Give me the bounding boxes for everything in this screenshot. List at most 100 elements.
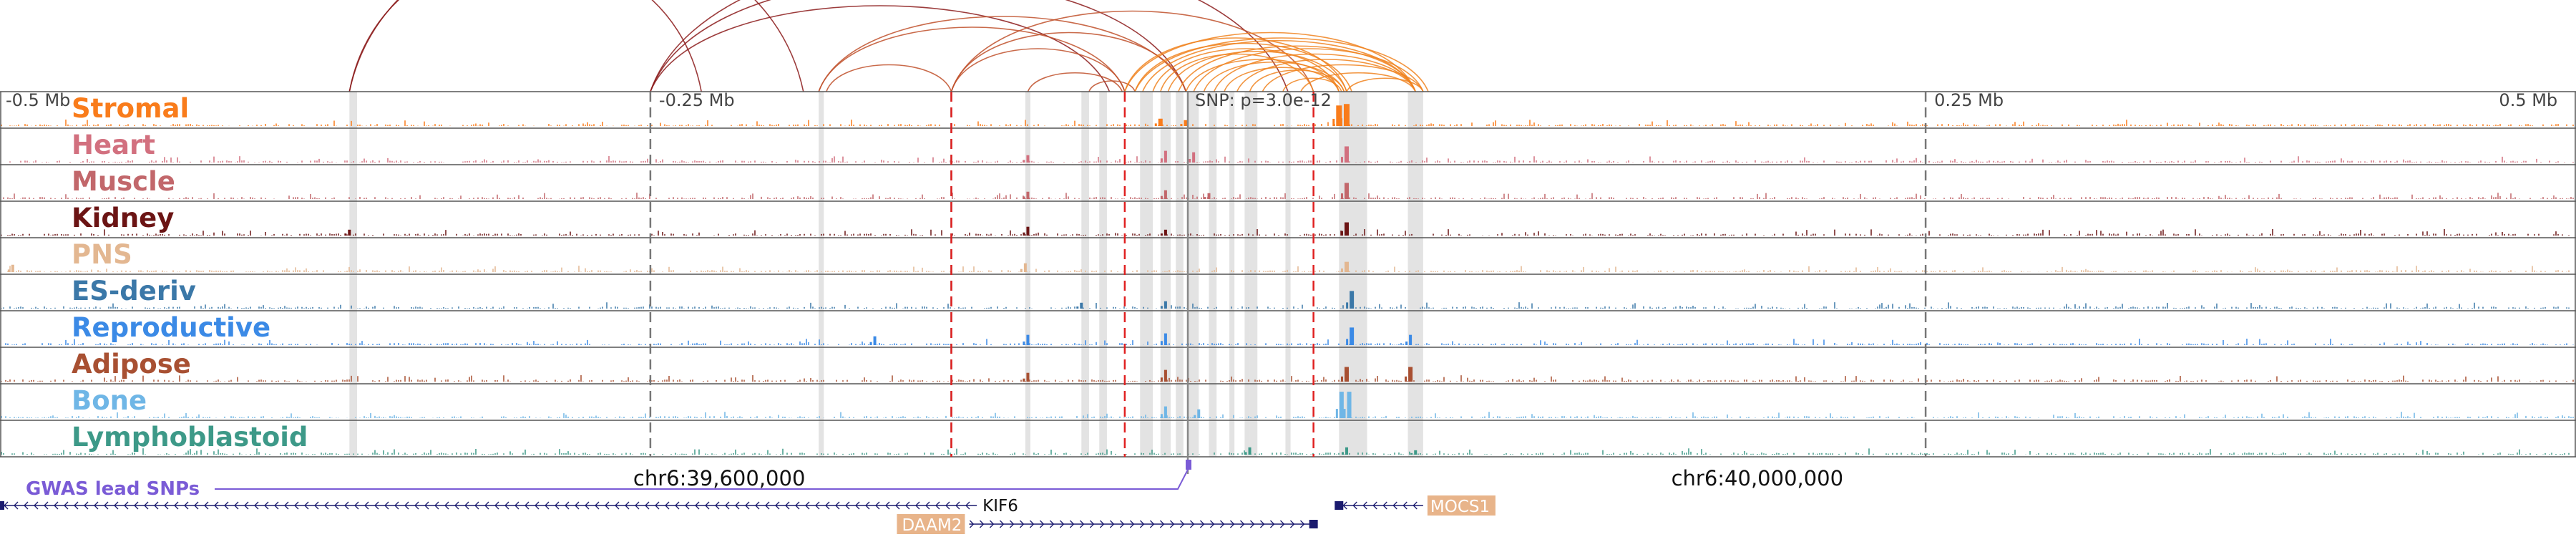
signal-peak-1 <box>1023 263 1027 272</box>
signal-shoulder-0 <box>1340 193 1343 199</box>
strand-arrows <box>970 520 1305 528</box>
signal-peak-2 <box>1192 152 1196 163</box>
gene-daam2: DAAM2 <box>897 514 1318 535</box>
snp-label: SNP: p=3.0e-12 <box>1195 90 1332 110</box>
signal-peak-3 <box>1197 409 1201 418</box>
signal-peak-4 <box>873 336 877 345</box>
exon-block <box>0 501 4 510</box>
signal-shoulder-0 <box>1332 118 1335 126</box>
signal-peak-1 <box>1163 301 1167 309</box>
arc-2-15 <box>1262 64 1424 92</box>
signal-peak-2 <box>1080 302 1083 309</box>
arc-1-5 <box>826 64 952 92</box>
signal-shoulder-2 <box>1023 196 1025 199</box>
signal-shoulder-2 <box>1160 377 1163 382</box>
signal-shoulder-1 <box>1343 409 1346 418</box>
signal-shoulder-2 <box>1154 123 1157 126</box>
arc-0-0 <box>348 0 702 92</box>
signal-peak-2 <box>1414 450 1418 455</box>
arc-2-6 <box>1167 51 1347 92</box>
offset-tick-label-2: 0.25 Mb <box>1934 90 2004 110</box>
vertical-markers <box>649 92 1927 474</box>
signal-peak-3 <box>1184 120 1189 126</box>
track-label-5: ES-deriv <box>72 276 196 306</box>
arc-2-13 <box>1236 59 1416 92</box>
track-lymphoblastoid <box>0 420 2576 455</box>
track-label-9: Lymphoblastoid <box>72 422 308 453</box>
coordinate-label-1: chr6:40,000,000 <box>1672 466 1844 490</box>
signal-peak-0 <box>1248 447 1252 455</box>
track-label-2: Muscle <box>72 166 175 197</box>
signal-peak-2 <box>1026 191 1030 199</box>
signal-peak-0 <box>1344 261 1349 272</box>
arc-2-19 <box>1134 37 1429 92</box>
signal-shoulder-1 <box>1405 376 1407 382</box>
signal-shoulder-1 <box>1160 195 1163 199</box>
signal-peak-3 <box>1409 334 1413 345</box>
signal-shoulder-1 <box>1341 452 1344 455</box>
track-label-3: Kidney <box>72 203 174 233</box>
signal-shoulder-1 <box>1160 341 1163 345</box>
signal-peak-2 <box>1163 369 1167 382</box>
signal-peak-0 <box>1344 367 1349 382</box>
signal-noise <box>1 412 2574 418</box>
signal-shoulder-0 <box>1346 302 1349 309</box>
track-label-4: PNS <box>72 239 132 270</box>
signal-peak-2 <box>348 229 351 236</box>
signal-shoulder-4 <box>869 342 872 345</box>
signal-peak-0 <box>1350 291 1355 309</box>
interaction-arcs <box>348 0 1429 92</box>
track-stromal <box>0 91 2576 126</box>
signal-peak-3 <box>1207 193 1211 199</box>
signal-shoulder-2 <box>344 233 347 236</box>
signal-shoulder-0 <box>1340 157 1343 163</box>
signal-shoulder-0 <box>1335 409 1338 418</box>
track-adipose <box>0 347 2576 382</box>
gene-label-box <box>897 514 965 534</box>
arc-2-8 <box>1185 59 1340 92</box>
signal-peak-1 <box>1408 367 1413 382</box>
exon-block <box>1309 520 1318 528</box>
gene-kif6: KIF6 <box>0 497 1018 516</box>
signal-peak-1 <box>1347 392 1352 418</box>
signal-peak-1 <box>1343 104 1350 126</box>
exon-block <box>1335 501 1344 510</box>
signal-noise <box>1 120 2574 126</box>
arc-2-16 <box>1282 77 1342 92</box>
signal-peak-2 <box>11 264 14 272</box>
arc-2-1 <box>1124 37 1347 92</box>
signal-shoulder-0 <box>1346 339 1349 345</box>
track-kidney <box>0 200 2576 236</box>
arc-1-4 <box>950 32 1187 92</box>
signal-shoulder-2 <box>1410 453 1413 455</box>
signal-noise <box>1 229 2570 236</box>
offset-tick-label-0: -0.5 Mb <box>6 90 70 110</box>
signal-shoulder-0 <box>1340 231 1343 236</box>
arc-1-6 <box>1027 72 1123 92</box>
signal-shoulder-3 <box>1023 160 1025 163</box>
signal-shoulder-3 <box>1204 197 1206 199</box>
track-label-8: Bone <box>72 385 147 416</box>
signal-shoulder-1 <box>1020 268 1023 272</box>
signal-shoulder-2 <box>7 269 10 272</box>
signal-noise <box>1 375 2574 382</box>
signal-peak-0 <box>1350 327 1355 345</box>
signal-peak-1 <box>1345 447 1348 455</box>
arc-1-7 <box>1088 80 1136 92</box>
track-pns <box>0 237 2576 272</box>
track-label-6: Reproductive <box>72 312 270 343</box>
signal-shoulder-3 <box>1405 341 1408 345</box>
signal-peak-3 <box>1026 155 1030 163</box>
signal-noise <box>1 448 2570 455</box>
track-labels: Stromal Heart Muscle Kidney PNS ES-deriv Repro… <box>72 93 308 453</box>
signal-tracks <box>0 91 2576 458</box>
signal-noise <box>9 156 2574 163</box>
offset-tick-label-3: 0.5 Mb <box>2499 90 2557 110</box>
signal-peak-1 <box>1026 226 1030 236</box>
gwas-connector <box>215 469 1189 490</box>
signal-peak-0 <box>1336 105 1342 126</box>
track-label-0: Stromal <box>72 93 189 124</box>
signal-shoulder-1 <box>1340 118 1342 126</box>
coordinate-label-0: chr6:39,600,000 <box>633 466 806 490</box>
